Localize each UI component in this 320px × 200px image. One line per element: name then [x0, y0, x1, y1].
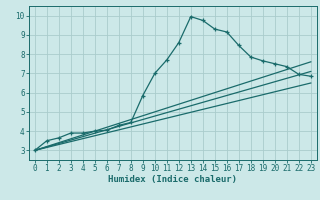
X-axis label: Humidex (Indice chaleur): Humidex (Indice chaleur) — [108, 175, 237, 184]
